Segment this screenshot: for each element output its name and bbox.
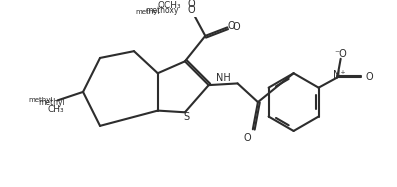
Text: O: O [365, 73, 373, 82]
Text: NH: NH [216, 73, 231, 83]
Text: O: O [188, 5, 195, 15]
Text: ⁻O: ⁻O [334, 49, 347, 59]
Text: O: O [233, 22, 240, 32]
Text: O: O [244, 133, 252, 143]
Text: CH₃: CH₃ [48, 105, 64, 114]
Text: methyl: methyl [38, 98, 65, 107]
Text: methyl: methyl [135, 9, 160, 15]
Text: N⁺: N⁺ [333, 70, 345, 80]
Text: O: O [227, 21, 235, 31]
Text: methoxy: methoxy [145, 6, 179, 15]
Text: O: O [188, 0, 195, 9]
Text: OCH₃: OCH₃ [158, 1, 181, 10]
Text: S: S [183, 112, 190, 122]
Text: methyl: methyl [28, 97, 52, 103]
